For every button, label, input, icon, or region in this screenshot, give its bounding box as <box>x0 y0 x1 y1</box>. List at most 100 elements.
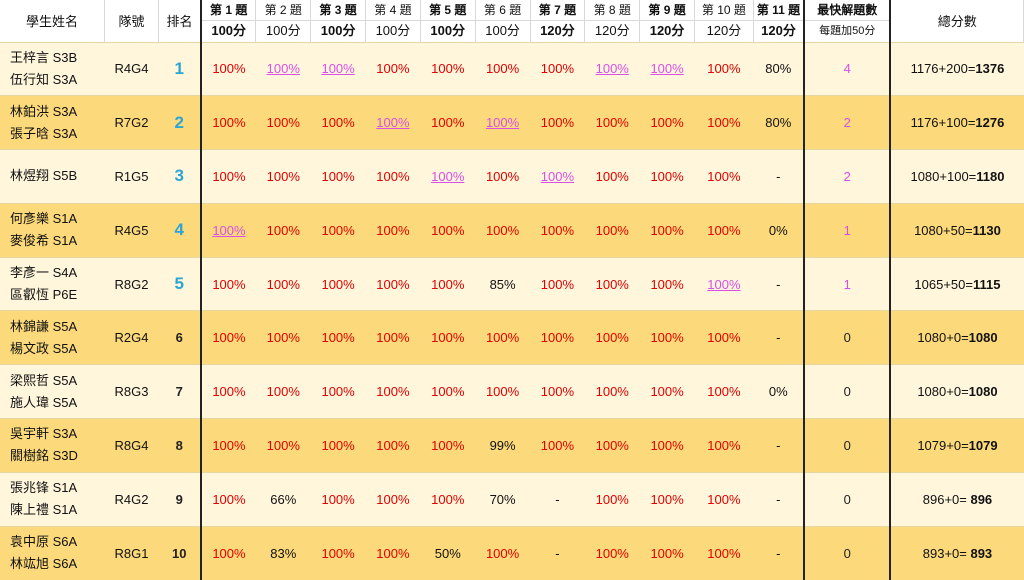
score-q2: 66% <box>270 491 297 507</box>
score-q5: 100% <box>431 115 465 131</box>
student-name: 林煜翔 S5B <box>10 168 78 184</box>
score-q6: 99% <box>489 437 516 453</box>
header-q1: 第 1 題 100分 <box>201 0 257 42</box>
score-q10: 100% <box>707 384 741 400</box>
q11-points: 120分 <box>753 19 803 41</box>
student-name: 李彥一 S4A <box>10 265 78 281</box>
score-q4: 100% <box>376 276 410 292</box>
team-id: R8G3 <box>114 384 149 400</box>
score-q6: 100% <box>485 330 520 346</box>
student-names: 林錦謙 S5A 楊文政 S5A <box>0 311 105 365</box>
score-q6: 100% <box>485 384 520 400</box>
score-q1: 100% <box>212 115 246 131</box>
score-q3: 100% <box>321 276 355 292</box>
rank: 8 <box>158 418 203 473</box>
score-q1: 100% <box>212 222 246 238</box>
score-q10: 100% <box>707 330 741 346</box>
score-q1: 100% <box>212 437 246 453</box>
score-q6: 100% <box>485 222 520 238</box>
score-q3: 100% <box>321 437 355 453</box>
header-q7: 第 7 題 120分 <box>530 0 586 42</box>
q3-points: 100分 <box>311 19 365 41</box>
score-q7: 100% <box>540 330 575 346</box>
score-q8: 100% <box>595 491 629 507</box>
student-names: 林煜翔 S5B <box>0 150 105 204</box>
score-q2: 100% <box>266 115 300 131</box>
score-q3: 100% <box>321 222 355 238</box>
table-row: 梁熙哲 S5A 施人瑋 S5A R8G3 7 100% 100% 100% 100% 100% 1… <box>0 364 1024 419</box>
total-value: 893 <box>966 545 993 561</box>
score-q7: 100% <box>540 384 575 400</box>
fastest-count: 2 <box>804 149 892 204</box>
score-q7: - <box>555 545 560 561</box>
score-q5: 100% <box>431 168 465 184</box>
rank: 3 <box>158 149 203 204</box>
rank: 5 <box>158 257 203 311</box>
score-q6: 100% <box>485 115 520 131</box>
score-q10: 100% <box>707 168 741 184</box>
score-q3: 100% <box>321 168 355 184</box>
score-q9: 100% <box>650 168 684 184</box>
score-q7: - <box>555 491 560 507</box>
table-row: 袁中原 S6A 林竑旭 S6A R8G1 10 100% 83% 100% 100% 50% 10… <box>0 526 1024 580</box>
score-q7: 100% <box>540 437 575 453</box>
q5-label: 第 5 題 <box>429 2 467 17</box>
team-id: R7G2 <box>114 115 149 131</box>
score-q11: 80% <box>753 95 806 150</box>
student-names: 梁熙哲 S5A 施人瑋 S5A <box>0 365 105 419</box>
score-q6: 85% <box>489 276 516 292</box>
score-q1: 100% <box>212 61 246 77</box>
table-row: 林鉑洪 S3A 張子晗 S3A R7G2 2 100% 100% 100% 100% 100% 1… <box>0 95 1024 150</box>
score-q2: 100% <box>266 222 300 238</box>
q4-label: 第 4 題 <box>374 2 412 17</box>
total-breakdown: 1176+100= <box>910 115 976 131</box>
score-q2: 100% <box>266 330 300 346</box>
score-q5: 100% <box>431 384 465 400</box>
q9-points: 120分 <box>640 19 694 41</box>
score-q10: 100% <box>707 115 741 131</box>
score-q2: 100% <box>266 168 300 184</box>
header-q2: 第 2 題 100分 <box>255 0 312 42</box>
total-score: 1176+200=1376 <box>890 42 1023 96</box>
results-body: 王梓言 S3B 伍行知 S3A R4G4 1 100% 100% 100% 100% 100% 1… <box>0 42 1024 580</box>
score-q7: 100% <box>540 115 575 131</box>
score-q11: 0% <box>753 203 806 258</box>
score-q10: 100% <box>707 437 741 453</box>
score-q8: 100% <box>595 276 629 292</box>
score-q1: 100% <box>212 276 246 292</box>
header-name: 學生姓名 <box>0 0 106 42</box>
score-q3: 100% <box>321 115 355 131</box>
total-score: 896+0= 896 <box>890 472 1023 526</box>
rank: 6 <box>158 310 203 365</box>
score-q8: 100% <box>595 437 629 453</box>
fastest-label: 最快解題數 <box>817 2 878 17</box>
q6-label: 第 6 題 <box>483 2 522 17</box>
table-row: 李彥一 S4A 區叡恆 P6E R8G2 5 100% 100% 100% 100% 100% 8… <box>0 257 1024 311</box>
score-q7: 100% <box>540 61 575 77</box>
student-name: 林鉑洪 S3A <box>10 103 78 119</box>
fastest-count: 0 <box>804 418 892 473</box>
total-score: 1079+0=1079 <box>890 419 1023 473</box>
score-q8: 100% <box>595 222 629 238</box>
total-breakdown: 1065+50= <box>914 276 973 292</box>
total-score: 1080+0=1080 <box>890 365 1023 419</box>
q4-points: 100分 <box>366 19 420 41</box>
fastest-count: 2 <box>804 95 892 150</box>
score-q11: - <box>753 472 806 527</box>
header-rank: 排名 <box>158 0 203 42</box>
score-q2: 83% <box>270 545 297 561</box>
team-id: R4G2 <box>114 491 149 507</box>
student-names: 李彥一 S4A 區叡恆 P6E <box>0 257 105 311</box>
total-score: 1065+50=1115 <box>890 257 1023 311</box>
student-name: 伍行知 S3A <box>10 71 78 87</box>
total-value: 1276 <box>975 115 1005 131</box>
table-row: 林錦謙 S5A 楊文政 S5A R2G4 6 100% 100% 100% 100% 100% 1… <box>0 310 1024 365</box>
rank: 4 <box>158 203 203 258</box>
score-q8: 100% <box>595 168 629 184</box>
score-q6: 100% <box>485 61 520 77</box>
rank: 2 <box>158 95 203 150</box>
table-row: 林煜翔 S5B R1G5 3 100% 100% 100% 100% 100% 100% 100%… <box>0 149 1024 204</box>
score-q5: 100% <box>431 437 465 453</box>
score-q5: 100% <box>431 61 465 77</box>
fastest-count: 0 <box>804 526 892 580</box>
